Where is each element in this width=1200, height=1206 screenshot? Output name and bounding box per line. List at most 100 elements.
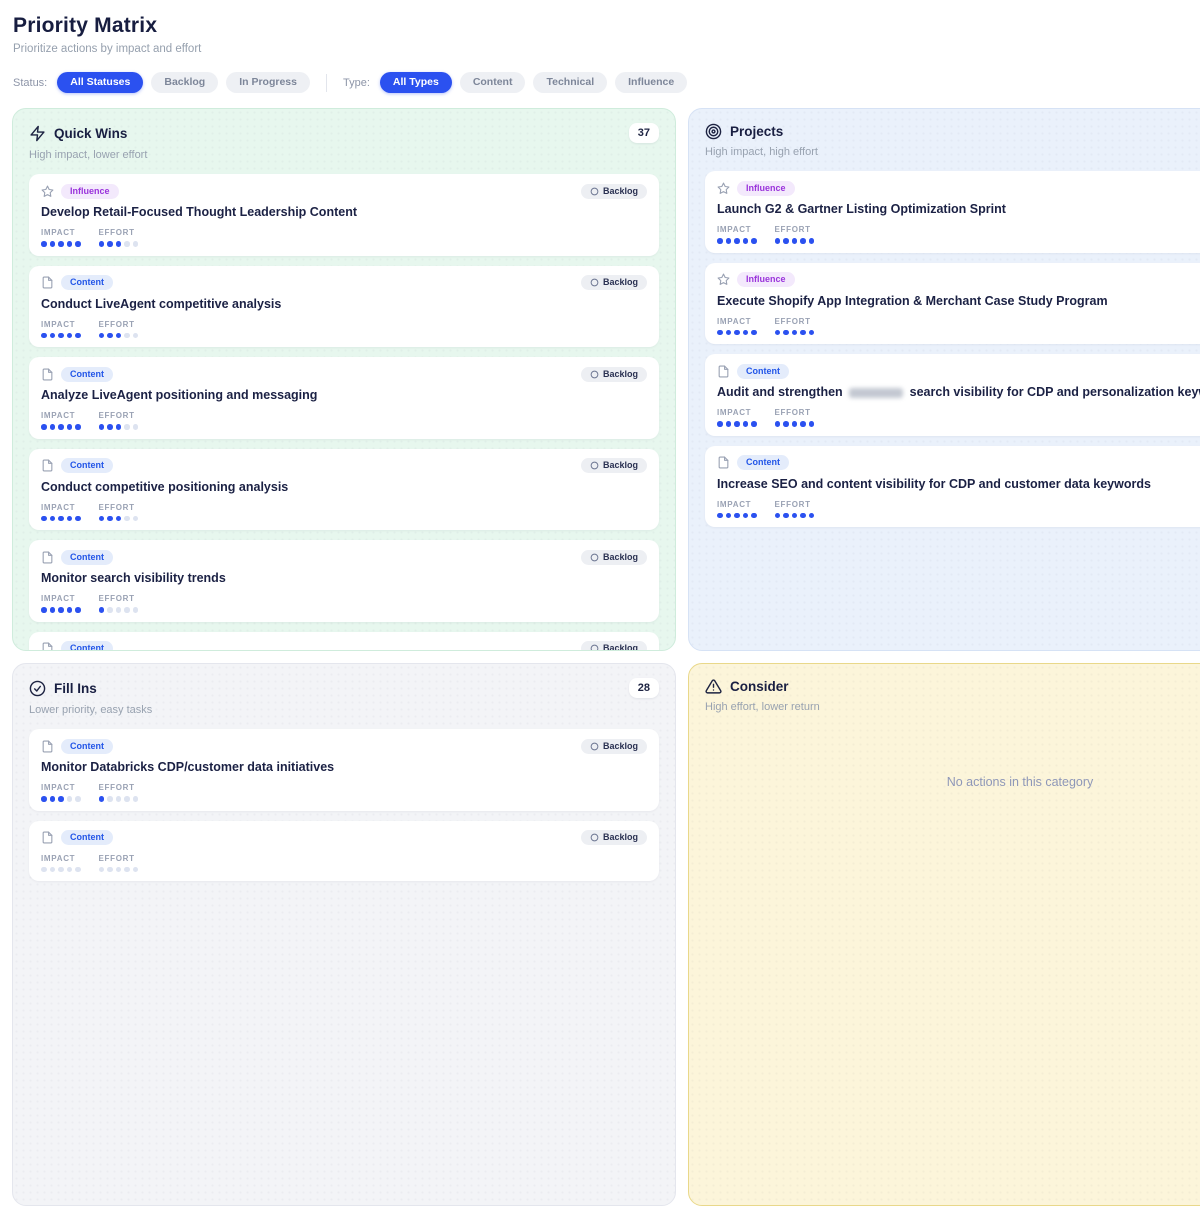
- dot-filled: [49, 515, 55, 521]
- target-icon: [705, 123, 722, 140]
- quadrant-subtitle: High impact, high effort: [705, 146, 818, 158]
- dot-filled: [58, 796, 64, 802]
- card-title: Audit and strengthen search visibility f…: [717, 385, 1200, 399]
- type-badge: Influence: [737, 180, 795, 196]
- impact-dots: [717, 512, 757, 518]
- dot-filled: [734, 329, 740, 335]
- quadrant-subtitle: High effort, lower return: [705, 701, 820, 713]
- filter-chip-in-progress[interactable]: In Progress: [226, 72, 310, 93]
- dot-filled: [725, 238, 731, 244]
- action-card[interactable]: Content Backlog Conduct competitive posi…: [29, 631, 659, 650]
- impact-dots: [41, 607, 81, 613]
- effort-dots: [98, 796, 138, 802]
- dot-empty: [132, 866, 138, 872]
- card-top-row: Influence: [717, 272, 1200, 288]
- dot-filled: [808, 238, 814, 244]
- effort-metric: EFFORT: [774, 408, 814, 427]
- filter-chip-content[interactable]: Content: [459, 72, 526, 93]
- impact-label: IMPACT: [717, 316, 752, 326]
- dot-filled: [115, 515, 121, 521]
- card-metrics: IMPACT EFFORT: [41, 853, 647, 872]
- dot-filled: [98, 796, 104, 802]
- dot-filled: [58, 241, 64, 247]
- effort-metric: EFFORT: [98, 594, 138, 613]
- filter-chip-backlog[interactable]: Backlog: [151, 72, 219, 93]
- effort-dots: [774, 329, 814, 335]
- dot-filled: [717, 238, 723, 244]
- type-badge: Content: [61, 738, 113, 754]
- dot-filled: [107, 515, 113, 521]
- dot-filled: [49, 607, 55, 613]
- document-icon: [41, 459, 54, 472]
- effort-metric: EFFORT: [774, 317, 814, 335]
- effort-dots: [98, 332, 138, 338]
- dot-filled: [75, 241, 81, 247]
- action-card[interactable]: Content Backlog Conduct LiveAgent compet…: [29, 265, 659, 347]
- impact-metric: IMPACT: [41, 783, 81, 802]
- status-label: Backlog: [602, 277, 638, 287]
- quadrant-header: Fill Ins 28: [29, 678, 659, 698]
- impact-label: IMPACT: [41, 853, 76, 863]
- dot-filled: [98, 332, 104, 338]
- card-top-row: Influence: [717, 180, 1200, 196]
- card-top-row: Content Backlog: [41, 549, 647, 565]
- filter-chip-technical[interactable]: Technical: [533, 72, 608, 93]
- card-top-row: Content: [717, 455, 1200, 471]
- action-card[interactable]: Influence Execute Shopify App Integratio…: [705, 262, 1200, 344]
- document-icon: [41, 551, 54, 564]
- status-label: Backlog: [602, 832, 638, 842]
- effort-metric: EFFORT: [98, 411, 138, 430]
- dot-empty: [75, 866, 81, 872]
- impact-dots: [717, 329, 757, 335]
- card-title: Launch G2 & Gartner Listing Optimization…: [717, 202, 1006, 216]
- filter-chip-all-statuses[interactable]: All Statuses: [57, 72, 144, 93]
- effort-label: EFFORT: [98, 319, 135, 329]
- action-card[interactable]: Content Backlog Monitor Databricks CDP/c…: [29, 729, 659, 811]
- effort-metric: EFFORT: [774, 225, 814, 244]
- document-icon: [717, 456, 730, 469]
- dot-empty: [66, 866, 72, 872]
- dot-empty: [132, 332, 138, 338]
- action-card[interactable]: Content Backlog Monitor search visibilit…: [29, 540, 659, 622]
- dot-empty: [132, 424, 138, 430]
- filter-chip-influence[interactable]: Influence: [615, 72, 688, 93]
- action-card[interactable]: Content Backlog IMPACT EFFORT: [29, 820, 659, 881]
- dot-empty: [107, 607, 113, 613]
- circle-icon: [590, 370, 599, 378]
- dot-empty: [98, 866, 104, 872]
- status-badge: Backlog: [580, 549, 647, 565]
- quadrant-header: Consider: [705, 678, 1200, 695]
- effort-dots: [98, 241, 138, 247]
- status-badge: Backlog: [580, 738, 647, 754]
- card-top-row: Influence Backlog: [41, 183, 647, 199]
- document-icon: [41, 368, 54, 381]
- dot-filled: [800, 329, 806, 335]
- dot-filled: [107, 241, 113, 247]
- dot-filled: [725, 421, 731, 427]
- effort-label: EFFORT: [774, 225, 811, 234]
- action-card[interactable]: Content Backlog Analyze LiveAgent positi…: [29, 357, 659, 439]
- impact-label: IMPACT: [41, 502, 76, 512]
- document-icon: [41, 276, 54, 289]
- dot-empty: [41, 866, 47, 872]
- card-metrics: IMPACT EFFORT: [41, 411, 647, 430]
- filter-chip-all-types[interactable]: All Types: [379, 72, 452, 93]
- type-badge: Content: [737, 455, 789, 470]
- action-card[interactable]: Influence Backlog Develop Retail-Focused…: [29, 174, 659, 256]
- card-title: Monitor search visibility trends: [41, 571, 226, 585]
- action-card[interactable]: Influence Launch G2 & Gartner Listing Op…: [705, 171, 1200, 253]
- check-circle-icon: [29, 680, 46, 697]
- impact-metric: IMPACT: [717, 500, 757, 518]
- status-badge: Backlog: [580, 366, 647, 382]
- effort-label: EFFORT: [98, 783, 135, 792]
- action-card[interactable]: Content Backlog Conduct competitive posi…: [29, 448, 659, 530]
- card-title: Execute Shopify App Integration & Mercha…: [717, 293, 1108, 308]
- quadrant-header: Projects: [705, 123, 1200, 140]
- dot-filled: [717, 421, 723, 427]
- action-card[interactable]: Content Increase SEO and content visibil…: [705, 445, 1200, 527]
- action-card[interactable]: Content Audit and strengthen search visi…: [705, 354, 1200, 436]
- filter-bar: Status: All Statuses Backlog In Progress Typ…: [13, 72, 1200, 93]
- dot-filled: [58, 424, 64, 430]
- dot-filled: [41, 515, 47, 521]
- dot-filled: [66, 515, 72, 521]
